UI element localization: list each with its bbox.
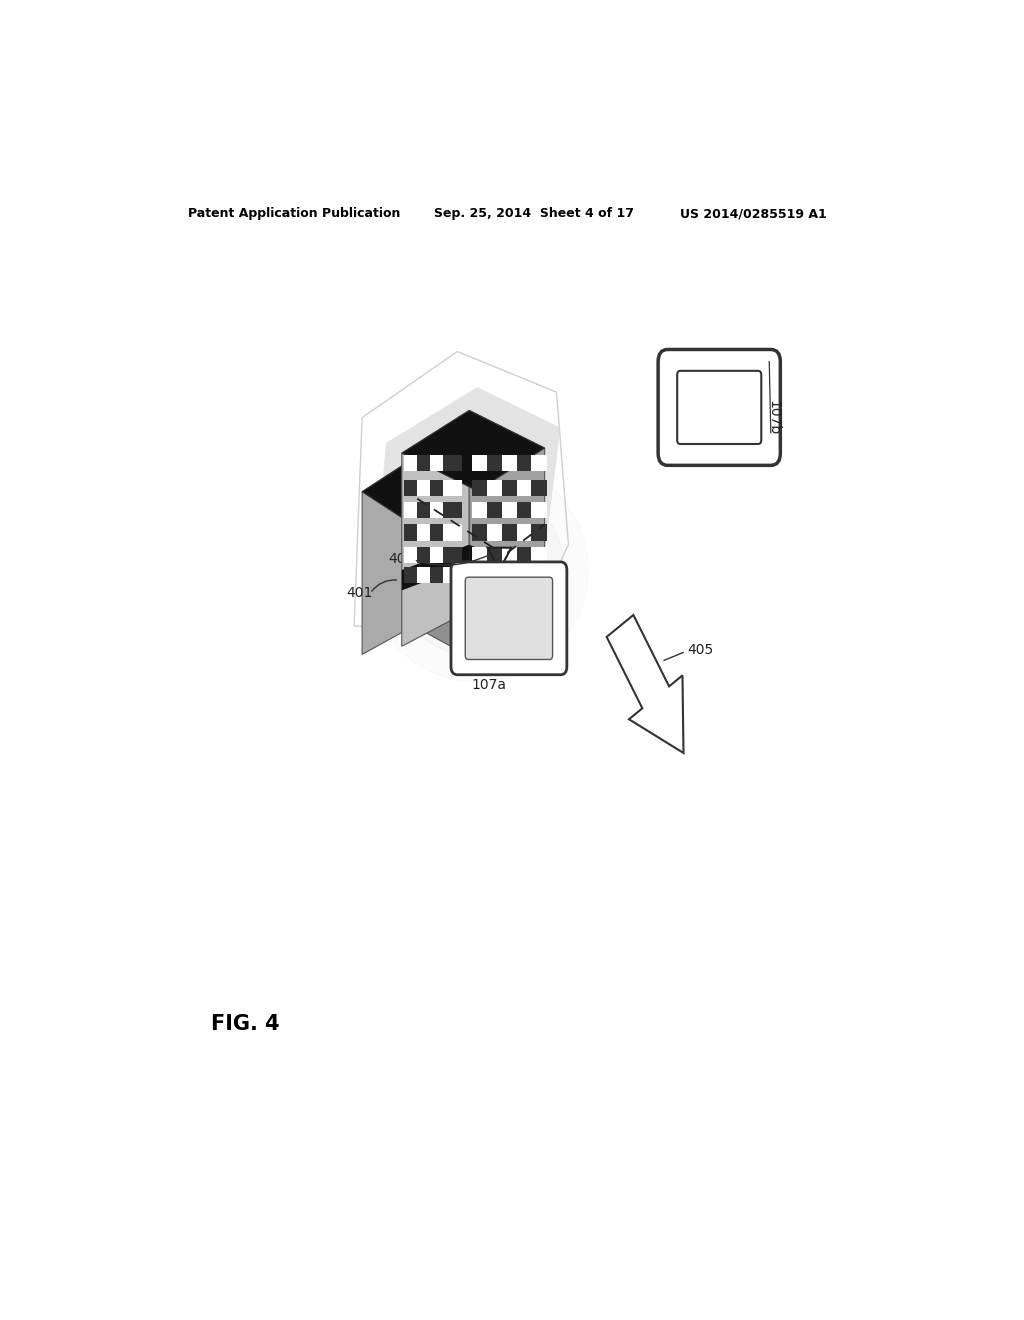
Polygon shape — [401, 411, 469, 647]
FancyBboxPatch shape — [502, 546, 518, 562]
FancyBboxPatch shape — [486, 568, 503, 583]
FancyBboxPatch shape — [404, 502, 423, 519]
FancyBboxPatch shape — [443, 502, 462, 519]
FancyBboxPatch shape — [486, 455, 503, 471]
Polygon shape — [401, 545, 469, 590]
Ellipse shape — [414, 510, 541, 631]
Text: Sep. 25, 2014  Sheet 4 of 17: Sep. 25, 2014 Sheet 4 of 17 — [433, 207, 634, 220]
Polygon shape — [414, 458, 469, 656]
FancyBboxPatch shape — [417, 479, 436, 496]
FancyBboxPatch shape — [531, 546, 547, 562]
FancyBboxPatch shape — [486, 546, 503, 562]
FancyBboxPatch shape — [443, 455, 462, 471]
FancyBboxPatch shape — [430, 568, 450, 583]
FancyBboxPatch shape — [502, 455, 518, 471]
FancyBboxPatch shape — [486, 502, 503, 519]
Ellipse shape — [367, 458, 588, 682]
FancyBboxPatch shape — [443, 546, 462, 562]
FancyBboxPatch shape — [486, 611, 503, 624]
Polygon shape — [469, 411, 545, 647]
FancyBboxPatch shape — [531, 502, 547, 519]
FancyBboxPatch shape — [517, 594, 532, 607]
FancyBboxPatch shape — [417, 502, 436, 519]
FancyBboxPatch shape — [404, 455, 423, 471]
FancyBboxPatch shape — [531, 611, 547, 624]
FancyBboxPatch shape — [472, 568, 487, 583]
FancyBboxPatch shape — [531, 455, 547, 471]
FancyBboxPatch shape — [472, 611, 487, 624]
Polygon shape — [362, 458, 469, 527]
FancyBboxPatch shape — [677, 371, 761, 444]
FancyBboxPatch shape — [417, 546, 436, 562]
Polygon shape — [362, 458, 414, 655]
FancyBboxPatch shape — [502, 568, 518, 583]
Polygon shape — [374, 387, 560, 626]
FancyBboxPatch shape — [531, 568, 547, 583]
FancyBboxPatch shape — [502, 594, 518, 607]
Text: 107b: 107b — [766, 400, 780, 434]
FancyBboxPatch shape — [404, 479, 423, 496]
Ellipse shape — [390, 483, 564, 656]
FancyBboxPatch shape — [417, 455, 436, 471]
FancyBboxPatch shape — [417, 524, 436, 541]
FancyBboxPatch shape — [502, 502, 518, 519]
FancyBboxPatch shape — [486, 594, 503, 607]
FancyBboxPatch shape — [430, 546, 450, 562]
FancyBboxPatch shape — [472, 479, 487, 496]
FancyBboxPatch shape — [502, 524, 518, 541]
FancyArrow shape — [606, 615, 684, 752]
Text: 401: 401 — [346, 586, 373, 601]
Polygon shape — [401, 411, 545, 491]
FancyBboxPatch shape — [472, 594, 487, 607]
FancyBboxPatch shape — [430, 455, 450, 471]
FancyBboxPatch shape — [517, 524, 532, 541]
Text: 405: 405 — [687, 643, 714, 657]
FancyBboxPatch shape — [502, 479, 518, 496]
FancyBboxPatch shape — [472, 546, 487, 562]
FancyBboxPatch shape — [472, 455, 487, 471]
Text: US 2014/0285519 A1: US 2014/0285519 A1 — [680, 207, 826, 220]
Text: Patent Application Publication: Patent Application Publication — [187, 207, 400, 220]
FancyBboxPatch shape — [430, 524, 450, 541]
FancyBboxPatch shape — [404, 568, 423, 583]
Text: FIG. 4: FIG. 4 — [211, 1014, 280, 1035]
FancyBboxPatch shape — [404, 546, 423, 562]
FancyBboxPatch shape — [451, 562, 567, 675]
FancyBboxPatch shape — [517, 546, 532, 562]
FancyBboxPatch shape — [472, 502, 487, 519]
FancyBboxPatch shape — [430, 479, 450, 496]
FancyBboxPatch shape — [443, 479, 462, 496]
Text: 107a: 107a — [472, 678, 507, 692]
FancyBboxPatch shape — [531, 594, 547, 607]
FancyBboxPatch shape — [658, 350, 780, 466]
FancyBboxPatch shape — [502, 611, 518, 624]
FancyBboxPatch shape — [517, 611, 532, 624]
FancyBboxPatch shape — [417, 568, 436, 583]
FancyBboxPatch shape — [486, 524, 503, 541]
FancyBboxPatch shape — [443, 524, 462, 541]
FancyBboxPatch shape — [486, 479, 503, 496]
Polygon shape — [469, 545, 545, 595]
FancyBboxPatch shape — [465, 577, 553, 660]
FancyBboxPatch shape — [430, 502, 450, 519]
FancyBboxPatch shape — [404, 524, 423, 541]
FancyBboxPatch shape — [517, 455, 532, 471]
FancyBboxPatch shape — [517, 479, 532, 496]
FancyBboxPatch shape — [531, 479, 547, 496]
FancyBboxPatch shape — [531, 524, 547, 541]
FancyBboxPatch shape — [517, 502, 532, 519]
Text: 403: 403 — [388, 552, 415, 566]
FancyBboxPatch shape — [517, 568, 532, 583]
FancyBboxPatch shape — [472, 524, 487, 541]
FancyBboxPatch shape — [443, 568, 462, 583]
